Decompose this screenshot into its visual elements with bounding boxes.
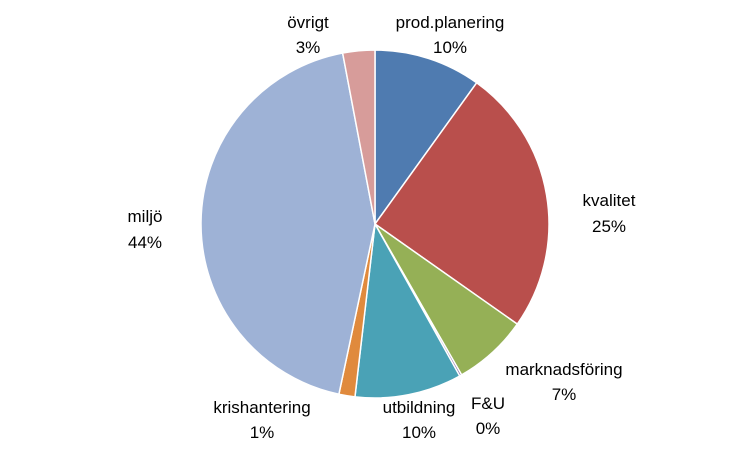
slice-kvalitet bbox=[374, 82, 550, 325]
pie-slices bbox=[200, 49, 550, 399]
label-name-kvalitet: kvalitet bbox=[583, 191, 636, 210]
label-name-f-u: F&U bbox=[471, 394, 505, 413]
label-pct-prod-planering: 10% bbox=[433, 38, 467, 57]
slice-ovrigt bbox=[341, 49, 376, 225]
label-name-utbildning: utbildning bbox=[383, 398, 456, 417]
label-pct-krishantering: 1% bbox=[250, 423, 275, 442]
slice-utbildning bbox=[354, 223, 461, 399]
label-pct-utbildning: 10% bbox=[402, 423, 436, 442]
label-pct-ovrigt: 3% bbox=[296, 38, 321, 57]
slice-prod-planering bbox=[374, 49, 478, 225]
label-pct-kvalitet: 25% bbox=[592, 217, 626, 236]
label-pct-miljo: 44% bbox=[128, 233, 162, 252]
label-name-ovrigt: övrigt bbox=[287, 13, 329, 32]
label-name-miljo: miljö bbox=[128, 207, 163, 226]
label-name-krishantering: krishantering bbox=[213, 398, 310, 417]
label-name-marknadsforing: marknadsföring bbox=[505, 360, 622, 379]
label-pct-marknadsforing: 7% bbox=[552, 385, 577, 404]
label-pct-f-u: 0% bbox=[476, 419, 501, 438]
label-name-prod-planering: prod.planering bbox=[396, 13, 505, 32]
pie-labels: prod.planering 10% kvalitet 25% marknads… bbox=[128, 13, 636, 442]
slice-miljo bbox=[200, 52, 376, 395]
